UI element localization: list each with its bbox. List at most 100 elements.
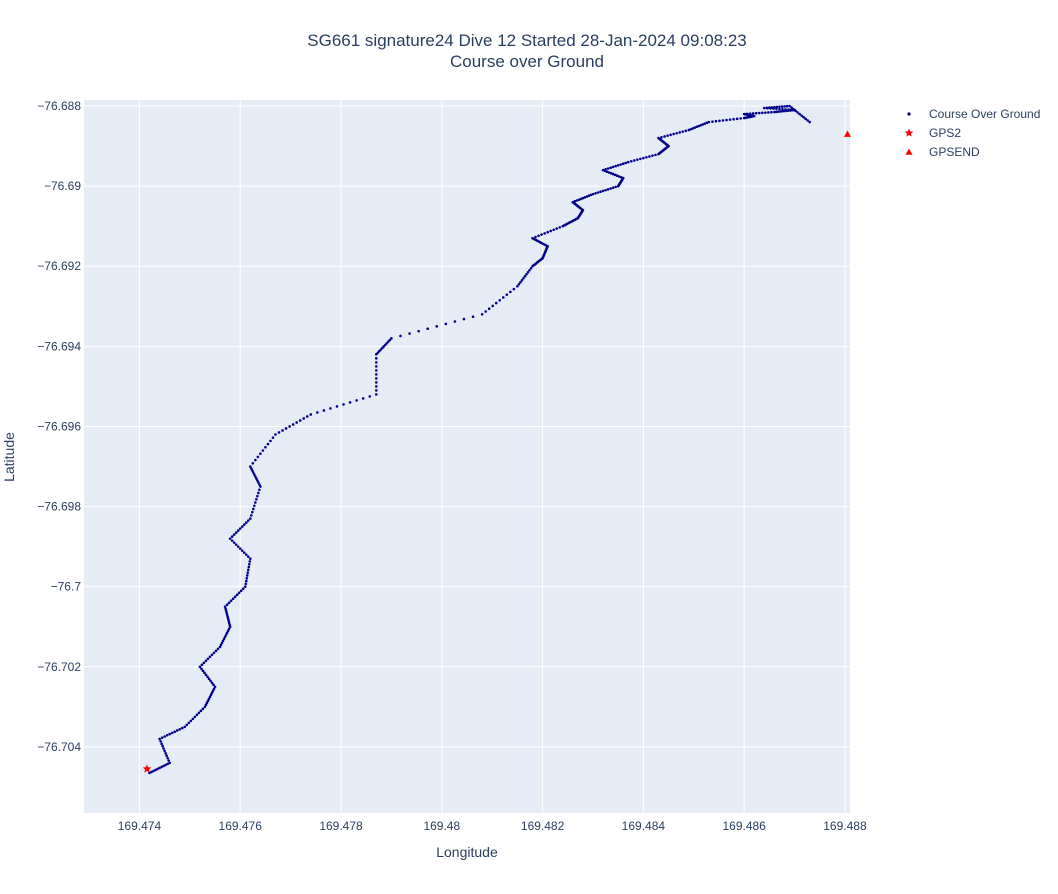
course-point: [374, 385, 378, 388]
course-point: [735, 117, 739, 121]
course-point: [591, 192, 595, 196]
course-point: [792, 107, 795, 111]
course-point: [374, 369, 378, 372]
course-point: [453, 320, 457, 323]
course-point: [687, 128, 691, 132]
course-point: [206, 699, 210, 703]
course-point: [374, 393, 378, 396]
course-point: [672, 132, 675, 136]
course-point: [200, 667, 203, 671]
course-point: [223, 605, 227, 609]
course-point: [162, 747, 165, 750]
y-tick-label: −76.696: [37, 419, 81, 433]
x-gridlines: [138, 100, 846, 813]
course-point: [636, 158, 639, 161]
course-point: [525, 272, 528, 276]
course-point: [374, 357, 378, 360]
course-point: [399, 334, 402, 338]
course-point: [150, 770, 153, 774]
course-point: [794, 109, 797, 113]
course-point: [212, 683, 215, 687]
course-point: [152, 769, 155, 773]
course-point: [281, 429, 284, 432]
course-point: [211, 689, 215, 693]
course-point: [775, 110, 778, 114]
course-point: [583, 196, 587, 199]
course-point: [185, 723, 189, 727]
chart-title: SG661 signature24 Dive 12 Started 28-Jan…: [307, 31, 746, 50]
course-point: [585, 195, 589, 198]
course-point: [642, 156, 645, 160]
course-point: [606, 188, 610, 191]
course-point: [206, 657, 210, 661]
course-point: [154, 768, 157, 772]
course-point: [751, 112, 755, 115]
course-point: [624, 161, 628, 165]
legend-item[interactable]: GPSEND: [905, 145, 981, 159]
course-point: [246, 519, 250, 522]
course-point: [233, 595, 237, 598]
course-point: [745, 112, 749, 116]
legend-item[interactable]: GPS2: [904, 126, 962, 140]
course-point: [666, 134, 669, 137]
y-tick-label: −76.692: [37, 259, 81, 273]
gps2-point: [142, 764, 152, 773]
course-point: [609, 187, 612, 190]
course-point: [773, 110, 776, 114]
course-point: [218, 645, 222, 649]
course-point: [266, 442, 270, 446]
course-point: [787, 108, 790, 111]
course-point: [221, 639, 225, 643]
course-point: [491, 304, 495, 308]
course-point: [256, 455, 260, 459]
course-point: [599, 190, 602, 194]
course-point: [611, 172, 615, 176]
course-point: [232, 541, 236, 544]
course-point: [374, 389, 378, 392]
course-point: [808, 120, 811, 124]
course-point: [519, 280, 522, 284]
course-point: [505, 293, 509, 296]
y-tick-label: −76.694: [37, 339, 81, 353]
course-point: [342, 403, 345, 406]
course-point: [165, 754, 168, 758]
course-point: [531, 236, 534, 240]
course-point: [249, 557, 252, 560]
course-point: [189, 719, 193, 723]
course-point: [244, 553, 248, 556]
course-point: [705, 121, 709, 125]
data-layer: [142, 104, 851, 775]
course-point: [242, 523, 246, 526]
course-point: [770, 106, 774, 109]
course-point: [768, 106, 771, 109]
course-point: [629, 159, 633, 163]
course-point: [368, 395, 372, 398]
legend-item[interactable]: Course Over Ground: [907, 107, 1040, 121]
course-point: [224, 633, 228, 637]
x-axis-label: Longitude: [436, 844, 498, 860]
course-point: [697, 124, 701, 128]
course-point: [254, 501, 257, 504]
course-point: [159, 740, 162, 743]
course-point: [256, 479, 259, 482]
course-point: [732, 117, 735, 121]
course-point: [703, 122, 707, 125]
course-point: [246, 571, 250, 574]
course-point: [258, 488, 261, 492]
course-point: [520, 278, 524, 282]
x-axis-ticks: 169.474 169.476 169.478 169.48 169.482 169.48…: [118, 819, 867, 833]
course-point: [575, 199, 579, 202]
course-point: [225, 611, 228, 615]
course-point: [546, 230, 549, 234]
legend-label: GPS2: [929, 126, 961, 140]
course-point: [613, 173, 617, 177]
course-point: [261, 449, 265, 452]
course-point: [225, 631, 229, 635]
course-point: [581, 196, 585, 200]
course-point: [162, 764, 165, 768]
course-point: [606, 167, 610, 170]
course-point: [604, 168, 607, 171]
course-point: [654, 153, 657, 157]
course-point: [596, 191, 600, 194]
